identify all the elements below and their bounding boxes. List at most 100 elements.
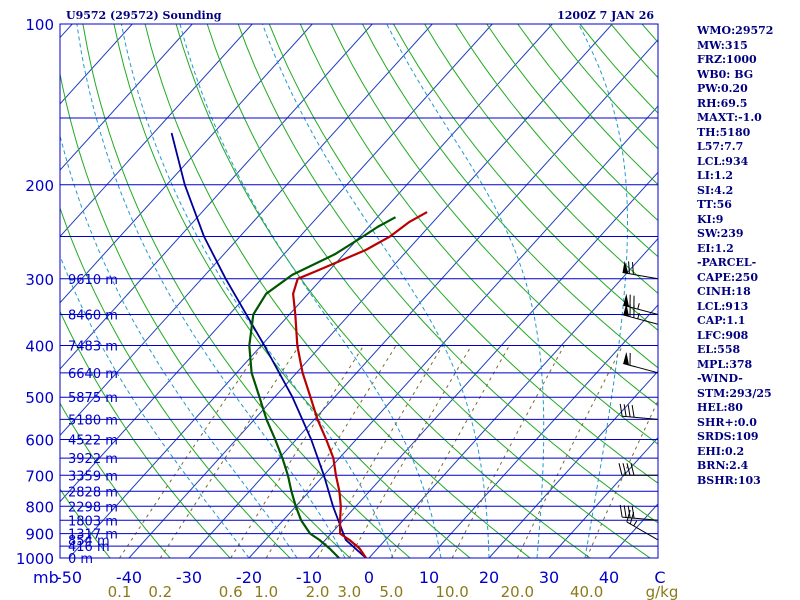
mixing-ratio-label-0.1: 0.1: [108, 583, 132, 600]
isotherm-line: [488, 370, 658, 558]
station-title: U9572 (29572) Sounding: [66, 9, 222, 22]
isotherm-line: [548, 436, 658, 558]
sidebar-index-item: L57:7.7: [697, 140, 744, 153]
sidebar-index-item: MAXT:-1.0: [697, 111, 762, 124]
sidebar-index-item: WMO:29572: [697, 24, 774, 37]
temperature-label--30: -30: [176, 568, 202, 587]
temperature-label-20: 20: [479, 568, 499, 587]
temperature-label-0: 0: [364, 568, 374, 587]
isotherm-line: [60, 24, 253, 238]
profile-lines: [170, 132, 428, 558]
isotherm-line: [188, 39, 658, 558]
pressure-label-300: 300: [25, 271, 54, 289]
wind-barb-pennant: [623, 303, 630, 317]
isobar-lines: [60, 23, 658, 559]
plot-background: [60, 24, 658, 558]
wind-barb-feather: [629, 511, 635, 525]
wind-barb-feather: [626, 463, 631, 476]
sidebar-index-item: -PARCEL-: [697, 256, 757, 269]
wind-barb-pennant: [622, 260, 629, 274]
sidebar-index-item: LI:1.2: [697, 169, 734, 182]
isotherm-line: [368, 237, 658, 558]
pressure-label-800: 800: [25, 498, 54, 516]
sidebar-index-item: SHR+:0.0: [697, 415, 757, 429]
sidebar-index-item: LCL:913: [697, 299, 749, 313]
sidebar-index-item: EHI:0.2: [697, 444, 745, 458]
sidebar-index-item: PW:0.20: [697, 82, 748, 95]
height-label-550: 5180 m: [68, 413, 118, 428]
wind-barb-feather: [628, 261, 630, 274]
pressure-label-1000: 1000: [16, 550, 54, 568]
pressure-label-100: 100: [25, 16, 54, 34]
mixing-ratio-label-1: 1.0: [254, 583, 278, 600]
pressure-label-500: 500: [25, 389, 54, 407]
height-label-800: 2298 m: [68, 500, 118, 515]
isotherm-line: [60, 24, 493, 503]
height-label-450: 6640 m: [68, 367, 118, 382]
isotherm-line: [128, 24, 613, 558]
temperature-label-30: 30: [539, 568, 559, 587]
height-label-1000: 0 m: [68, 552, 93, 567]
mixing-ratio-label-3: 3.0: [337, 583, 361, 600]
sidebar-index-item: HEL:80: [697, 401, 743, 414]
sidebar-index-item: MW:315: [697, 38, 748, 52]
wind-barb-shaft: [626, 521, 659, 541]
sidebar-index-item: LCL:934: [697, 154, 749, 168]
sounding-indices-panel: WMO:29572 MW:315 FRZ:1000 WB0: BG PW:0.20 RH:…: [697, 24, 800, 488]
wind-barb: [618, 463, 658, 476]
wind-barb-half-feather: [637, 312, 640, 319]
mixing-ratio-label-5: 5.0: [379, 583, 403, 600]
mixing-ratio-label-20: 20.0: [501, 583, 534, 600]
sidebar-index-item: TH:5180: [697, 125, 751, 139]
wind-barb-feather: [623, 505, 627, 518]
sidebar-index-item: MPL:378: [697, 357, 753, 371]
pressure-label-200: 200: [25, 177, 54, 195]
wind-barb: [626, 509, 659, 541]
sidebar-index-item: SRDS:109: [697, 430, 759, 443]
pressure-label-400: 400: [25, 338, 54, 356]
wind-barb: [623, 303, 659, 325]
sidebar-index-item: SW:239: [697, 227, 744, 240]
height-label-700: 3359 m: [68, 469, 118, 484]
wind-barb-feather: [622, 463, 627, 476]
wind-barb-shaft: [622, 272, 659, 280]
isotherm-line: [308, 171, 658, 558]
sidebar-index-item: WB0: BG: [697, 67, 754, 81]
sidebar-index-item: SI:4.2: [697, 183, 734, 197]
height-label-850: 1803 m: [68, 514, 118, 529]
isotherm-line: [60, 24, 193, 171]
wind-barb-feather: [627, 505, 631, 518]
sidebar-index-item: EI:1.2: [697, 241, 734, 255]
height-label-500: 5875 m: [68, 391, 118, 406]
isotherm-line: [428, 304, 658, 558]
isotherm-line: [60, 24, 313, 304]
wind-barb-feather: [632, 262, 634, 275]
sidebar-index-item: KI:9: [697, 212, 724, 226]
wind-barb-pennant: [623, 293, 630, 307]
sidebar-index-item: RH:69.5: [697, 96, 748, 110]
wind-barb-feather: [619, 504, 623, 518]
temperature-label-40: 40: [599, 568, 619, 587]
temperature-label--50: -50: [56, 568, 82, 587]
pressure-unit-label: mb: [33, 568, 59, 587]
sidebar-index-item: FRZ:1000: [697, 53, 757, 66]
temperature-label--20: -20: [236, 568, 262, 587]
sidebar-index-item: EL:558: [697, 343, 741, 356]
sidebar-index-item: BRN:2.4: [697, 459, 749, 472]
wind-barb: [623, 351, 659, 374]
temperature-label--40: -40: [116, 568, 142, 587]
temperature-label-10: 10: [419, 568, 439, 587]
height-label-350: 8460 m: [68, 309, 118, 324]
wind-barb-shaft: [622, 415, 659, 420]
height-label-950: 416 m: [68, 540, 110, 555]
height-label-600: 4522 m: [68, 434, 118, 449]
height-label-900: 1317 m: [68, 528, 118, 543]
mixing-ratio-label-40: 40.0: [570, 583, 603, 600]
sidebar-index-item: CAPE:250: [697, 270, 758, 284]
wind-barb-half-feather: [637, 303, 640, 310]
wind-barb-feather: [623, 404, 627, 417]
dewpoint-trace: [248, 216, 397, 558]
mixing-ratio-label-0.2: 0.2: [148, 583, 172, 600]
